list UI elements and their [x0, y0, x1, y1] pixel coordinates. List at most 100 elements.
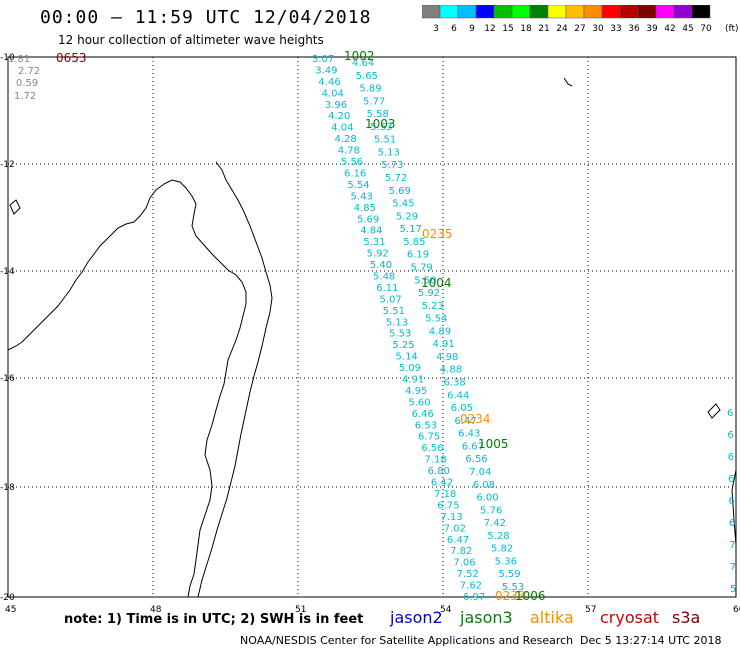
- legend-item-altika: altika: [530, 608, 574, 627]
- track-time-label: 1006: [515, 589, 546, 603]
- wave-height-value: 4.20: [328, 111, 350, 122]
- track-time-label: 1004: [421, 276, 452, 290]
- island-east: [707, 403, 721, 419]
- lat-tick-label: -18: [0, 483, 15, 493]
- wave-height-value: 5.54: [347, 180, 369, 191]
- wave-height-value: 5.17: [400, 224, 422, 235]
- wave-height-value: 7: [730, 562, 736, 573]
- wave-height-value: 5.85: [403, 237, 425, 248]
- wave-height-value: 4.91: [402, 375, 424, 386]
- wave-height-value: 5.45: [392, 199, 414, 210]
- wave-height-value: 7.02: [444, 523, 466, 534]
- colorbar-swatch: [511, 5, 531, 19]
- wave-height-value: 7.18: [424, 455, 446, 466]
- colorbar-swatch: [619, 5, 639, 19]
- wave-height-value: 5.29: [396, 211, 418, 222]
- track-time-label: 1005: [478, 437, 509, 451]
- wave-height-value: 7.42: [484, 518, 506, 529]
- wave-height-value: 6.47: [447, 535, 469, 546]
- wave-height-value: 6: [727, 430, 733, 441]
- lat-tick-label: -12: [0, 160, 15, 170]
- colorbar-label: 45: [682, 24, 693, 34]
- wave-height-value: 4.04: [331, 123, 353, 134]
- track-time-label: 0234: [460, 412, 491, 426]
- wave-height-value: 4.84: [360, 226, 382, 237]
- wave-height-value: 6.16: [344, 168, 366, 179]
- colorbar-unit: (ft): [725, 24, 738, 34]
- wave-height-value: 6: [728, 474, 734, 485]
- wave-height-value: 5.72: [385, 173, 407, 184]
- colorbar-swatch: [691, 5, 711, 19]
- corner-value: 2.72: [18, 66, 40, 77]
- wave-height-value: 5.25: [392, 340, 414, 351]
- wave-height-value: 5.56: [341, 157, 363, 168]
- chart-subtitle: 12 hour collection of altimeter wave hei…: [58, 33, 324, 47]
- wave-height-value: 5.60: [408, 397, 430, 408]
- wave-height-value: 3.96: [325, 100, 347, 111]
- madagascar-coastline: [7, 161, 273, 598]
- wave-height-value: 5.53: [370, 122, 392, 133]
- wave-height-value: 4.78: [338, 146, 360, 157]
- colorbar-swatch: [547, 5, 567, 19]
- colorbar-label: 70: [700, 24, 712, 34]
- wave-height-value: 5.53: [389, 329, 411, 340]
- wave-height-value: 5.50: [414, 275, 436, 286]
- wave-height-value: 5.79: [411, 262, 433, 273]
- legend-item-jason2: jason2: [390, 608, 443, 627]
- wave-height-value: 5.51: [383, 306, 405, 317]
- wave-height-value: 6.38: [443, 378, 465, 389]
- wave-height-value: 5.23: [422, 301, 444, 312]
- wave-height-value: 6.75: [437, 500, 459, 511]
- track-time-label: 0235: [422, 227, 453, 241]
- wave-height-value: 5.65: [356, 71, 378, 82]
- wave-height-value: 6: [728, 452, 734, 463]
- wave-height-value: 5.09: [399, 363, 421, 374]
- wave-height-value: 3.49: [315, 65, 337, 76]
- wave-height-value: 6.97: [463, 592, 485, 603]
- wave-height-value: 7.13: [441, 512, 463, 523]
- wave-height-value: 7.06: [453, 558, 475, 569]
- wave-height-value: 4.85: [354, 203, 376, 214]
- colorbar-swatch: [457, 5, 477, 19]
- wave-height-value: 5.73: [381, 160, 403, 171]
- wave-height-value: 7.18: [434, 489, 456, 500]
- lon-tick-label: 57: [585, 605, 596, 615]
- wave-height-value: 6.00: [476, 493, 498, 504]
- wave-height-value: 5.92: [418, 288, 440, 299]
- wave-height-value: 5.13: [378, 147, 400, 158]
- colorbar-swatch: [439, 5, 459, 19]
- wave-height-value: 5.59: [498, 569, 520, 580]
- wave-height-value: 6: [729, 518, 735, 529]
- corner-value: 0.59: [16, 78, 38, 89]
- colorbar-label: 18: [520, 24, 532, 34]
- wave-height-value: 5.77: [363, 96, 385, 107]
- wave-height-value: 7.04: [469, 467, 491, 478]
- wave-height-value: 6.44: [447, 390, 469, 401]
- colorbar-label: 24: [556, 24, 568, 34]
- map-frame: [7, 56, 737, 598]
- wave-height-value: 6.47: [454, 416, 476, 427]
- wave-height-value: 6.19: [407, 250, 429, 261]
- wave-height-value: 5.54: [425, 314, 447, 325]
- lon-tick-label: 54: [440, 605, 452, 615]
- wave-height-value: 6.56: [465, 454, 487, 465]
- wave-height-value: 6.67: [462, 441, 484, 452]
- colorbar-label: 15: [502, 24, 513, 34]
- wave-height-value: 5.89: [359, 84, 381, 95]
- tick-labels: 454851545760-10-12-14-16-18-20: [0, 53, 740, 615]
- wave-height-value: 5.51: [374, 135, 396, 146]
- lat-tick-label: -14: [0, 267, 15, 277]
- colorbar-label: 3: [433, 24, 439, 34]
- wave-height-value: 4.46: [318, 77, 340, 88]
- colorbar-swatch: [655, 5, 675, 19]
- wave-height-value: 6.53: [415, 420, 437, 431]
- island-ne: [563, 77, 573, 87]
- wave-height-value: 6.75: [418, 432, 440, 443]
- wave-height-value: 6.43: [458, 429, 480, 440]
- wave-height-value: 5.82: [491, 544, 513, 555]
- wave-height-value: 4.04: [322, 88, 344, 99]
- colorbar-label: 33: [610, 24, 621, 34]
- colorbar-label: 42: [664, 24, 675, 34]
- coast-right-edge: [731, 469, 737, 546]
